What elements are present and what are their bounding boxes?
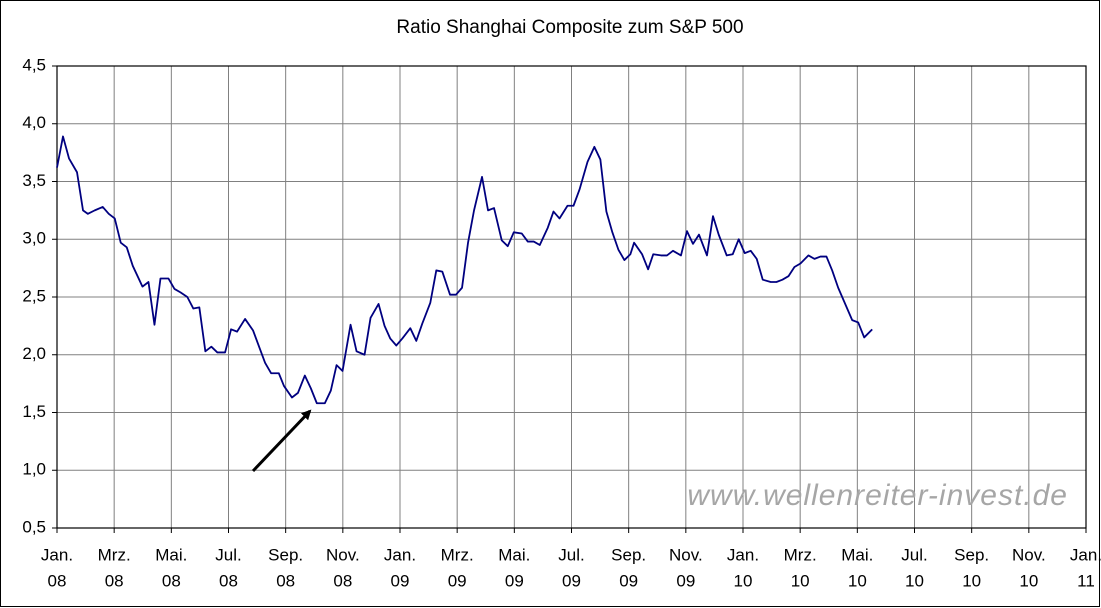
x-tick-label: 11: [1077, 571, 1095, 590]
x-tick-label: 10: [848, 571, 867, 590]
x-tick-label: Jul.: [901, 545, 927, 564]
x-tick-label: 08: [333, 571, 352, 590]
x-tick-label: 10: [1019, 571, 1038, 590]
y-tick-label: 3,0: [22, 229, 46, 248]
x-tick-label: Nov.: [1012, 545, 1046, 564]
y-tick-label: 4,5: [22, 55, 46, 74]
data-line: [56, 135, 873, 405]
x-tick-label: 08: [48, 571, 67, 590]
y-tick-label: 2,0: [22, 344, 46, 363]
y-tick-label: 1,5: [22, 402, 46, 421]
x-tick-label: 09: [448, 571, 467, 590]
y-tick-label: 4,0: [22, 113, 46, 132]
x-tick-label: 10: [791, 571, 810, 590]
grid: [56, 65, 1087, 529]
plot: [56, 135, 873, 405]
x-tick-label: Mrz.: [784, 545, 817, 564]
annotation-arrow: [251, 409, 312, 473]
x-tick-label: 09: [676, 571, 695, 590]
y-tick-label: 2,5: [22, 286, 46, 305]
x-tick-label: 10: [734, 571, 753, 590]
x-tick-label: Sep.: [268, 545, 303, 564]
x-tick-label: 08: [162, 571, 181, 590]
x-tick-label: Nov.: [326, 545, 360, 564]
y-tick-label: 0,5: [22, 517, 46, 536]
x-tick-label: 08: [219, 571, 238, 590]
y-tick-label: 3,5: [22, 171, 46, 190]
x-tick-label: 10: [905, 571, 924, 590]
x-tick-label: Nov.: [669, 545, 703, 564]
x-tick-label: Mai.: [841, 545, 873, 564]
x-tick-label: 09: [562, 571, 581, 590]
x-tick-label: 08: [276, 571, 295, 590]
chart-title: Ratio Shanghai Composite zum S&P 500: [396, 17, 743, 38]
x-tick-label: Mrz.: [98, 545, 131, 564]
watermark: www.wellenreiter-invest.de: [687, 479, 1068, 512]
x-tick-label: 09: [619, 571, 638, 590]
x-tick-label: Sep.: [611, 545, 646, 564]
x-tick-label: 09: [505, 571, 524, 590]
x-tick-label: 09: [391, 571, 410, 590]
x-tick-label: Jan.: [41, 545, 73, 564]
x-tick-label: 08: [105, 571, 124, 590]
x-tick-label: 10: [962, 571, 981, 590]
y-tick-label: 1,0: [22, 460, 46, 479]
x-tick-label: Jan.: [727, 545, 759, 564]
x-tick-label: Jan.: [1070, 545, 1101, 564]
x-tick-label: Jan.: [384, 545, 416, 564]
x-tick-label: Jul.: [558, 545, 584, 564]
x-tick-label: Sep.: [954, 545, 989, 564]
x-tick-label: Jul.: [215, 545, 241, 564]
x-tick-label: Mai.: [155, 545, 187, 564]
x-tick-label: Mrz.: [441, 545, 474, 564]
x-tick-label: Mai.: [498, 545, 530, 564]
